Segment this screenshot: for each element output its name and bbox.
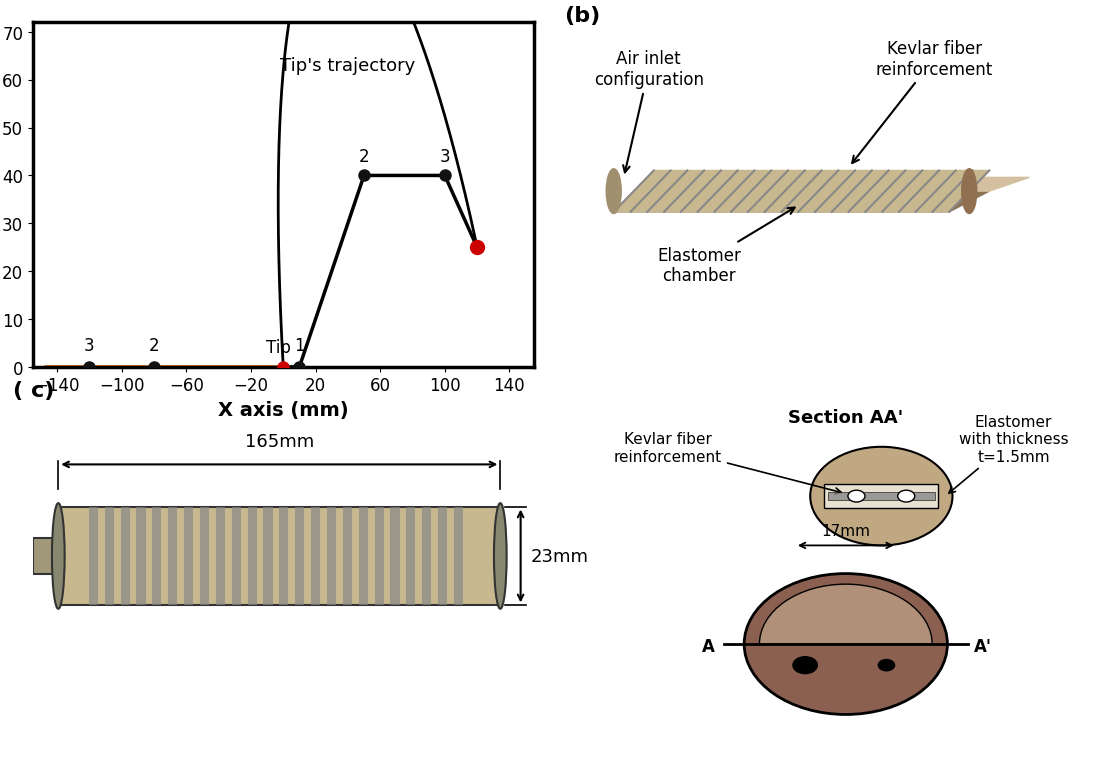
- Bar: [824, 484, 938, 509]
- Text: ( c): ( c): [12, 380, 54, 400]
- Polygon shape: [653, 178, 1029, 192]
- Text: 23mm: 23mm: [530, 547, 589, 565]
- Text: Tip: Tip: [266, 339, 290, 356]
- Bar: [121, 507, 129, 605]
- Bar: [827, 493, 935, 500]
- Bar: [295, 507, 305, 605]
- Bar: [390, 507, 399, 605]
- Text: (b): (b): [563, 5, 600, 26]
- X-axis label: X axis (mm): X axis (mm): [218, 400, 349, 419]
- Bar: [89, 507, 98, 605]
- Bar: [358, 507, 368, 605]
- Bar: [343, 507, 352, 605]
- Bar: [58, 507, 500, 605]
- Bar: [327, 507, 336, 605]
- Bar: [407, 507, 415, 605]
- Bar: [168, 507, 178, 605]
- Text: 2: 2: [149, 337, 159, 354]
- Text: Tip's trajectory: Tip's trajectory: [281, 57, 415, 75]
- Ellipse shape: [494, 503, 506, 609]
- Text: 2: 2: [358, 148, 369, 165]
- Circle shape: [810, 447, 952, 545]
- Bar: [152, 507, 161, 605]
- Text: 17mm: 17mm: [821, 523, 870, 538]
- Ellipse shape: [52, 503, 65, 609]
- Text: Kevlar fiber
reinforcement: Kevlar fiber reinforcement: [852, 40, 993, 164]
- Circle shape: [792, 657, 818, 674]
- Text: Section AA': Section AA': [788, 409, 903, 426]
- Circle shape: [847, 490, 865, 503]
- Bar: [184, 507, 193, 605]
- Polygon shape: [614, 192, 989, 212]
- Ellipse shape: [606, 169, 621, 214]
- Bar: [375, 507, 384, 605]
- Text: 1: 1: [294, 337, 305, 354]
- Bar: [231, 507, 241, 605]
- Wedge shape: [760, 584, 932, 644]
- Bar: [248, 507, 256, 605]
- Bar: [199, 507, 209, 605]
- Bar: [33, 539, 60, 574]
- Text: Kevlar fiber
reinforcement: Kevlar fiber reinforcement: [614, 431, 841, 494]
- Text: A: A: [701, 637, 715, 655]
- Bar: [216, 507, 225, 605]
- Circle shape: [878, 659, 894, 671]
- Circle shape: [744, 574, 947, 715]
- Bar: [136, 507, 146, 605]
- Text: Elastomer
with thickness
t=1.5mm: Elastomer with thickness t=1.5mm: [949, 415, 1068, 493]
- Bar: [311, 507, 320, 605]
- Text: A': A': [973, 637, 992, 655]
- Polygon shape: [614, 171, 989, 212]
- Text: 3: 3: [439, 148, 450, 165]
- Text: 3: 3: [84, 337, 94, 354]
- Text: 165mm: 165mm: [244, 432, 313, 451]
- Bar: [438, 507, 447, 605]
- Bar: [454, 507, 463, 605]
- Bar: [104, 507, 114, 605]
- Circle shape: [898, 490, 914, 503]
- Text: Air inlet
configuration: Air inlet configuration: [594, 50, 704, 173]
- Ellipse shape: [961, 169, 977, 214]
- Bar: [279, 507, 288, 605]
- Bar: [422, 507, 431, 605]
- Text: Elastomer
chamber: Elastomer chamber: [657, 208, 795, 285]
- Bar: [263, 507, 273, 605]
